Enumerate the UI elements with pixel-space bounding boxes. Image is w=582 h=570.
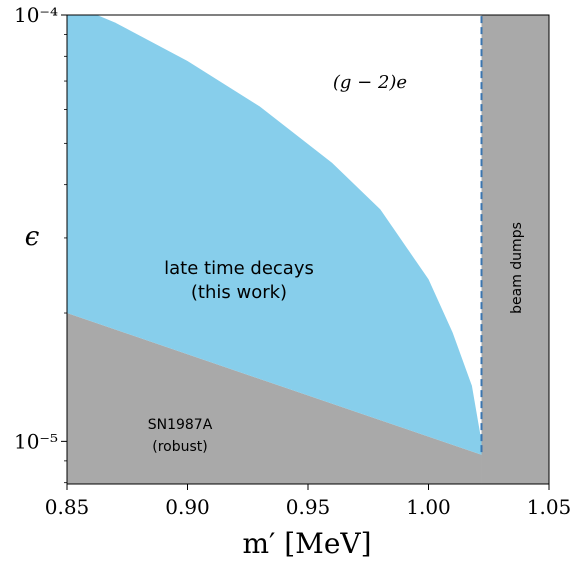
x-tick-label: 1.05 <box>527 495 572 519</box>
x-tick-label: 0.90 <box>165 495 210 519</box>
this-work-label: (this work) <box>191 282 287 303</box>
beam-dumps-region <box>481 15 549 484</box>
late-time-decays-region <box>67 15 482 455</box>
x-tick-label: 0.95 <box>286 495 331 519</box>
x-axis-label: m′ [MeV] <box>242 527 371 560</box>
y-tick-label: 10⁻⁴ <box>14 3 58 27</box>
dashed-boundary-line <box>480 15 483 455</box>
sn1987a-label: SN1987A <box>148 417 213 433</box>
late-time-decays-label: late time decays <box>164 258 314 279</box>
x-axis: 0.85 0.90 0.95 1.00 1.05 <box>45 484 572 519</box>
x-tick-label: 1.00 <box>406 495 451 519</box>
beam-dumps-label: beam dumps <box>509 222 525 314</box>
robust-label: (robust) <box>152 439 207 455</box>
sn1987a-excluded-region <box>67 313 482 484</box>
g2-boundary-line <box>67 15 83 16</box>
y-axis: 10⁻⁵ 10⁻⁴ <box>14 3 67 484</box>
g2-excluded-region <box>67 3 549 16</box>
y-tick-label: 10⁻⁵ <box>14 429 58 453</box>
y-axis-label: ϵ <box>25 222 40 252</box>
x-tick-label: 0.85 <box>45 495 90 519</box>
g2-region-label: (g − 2)e <box>333 72 407 93</box>
